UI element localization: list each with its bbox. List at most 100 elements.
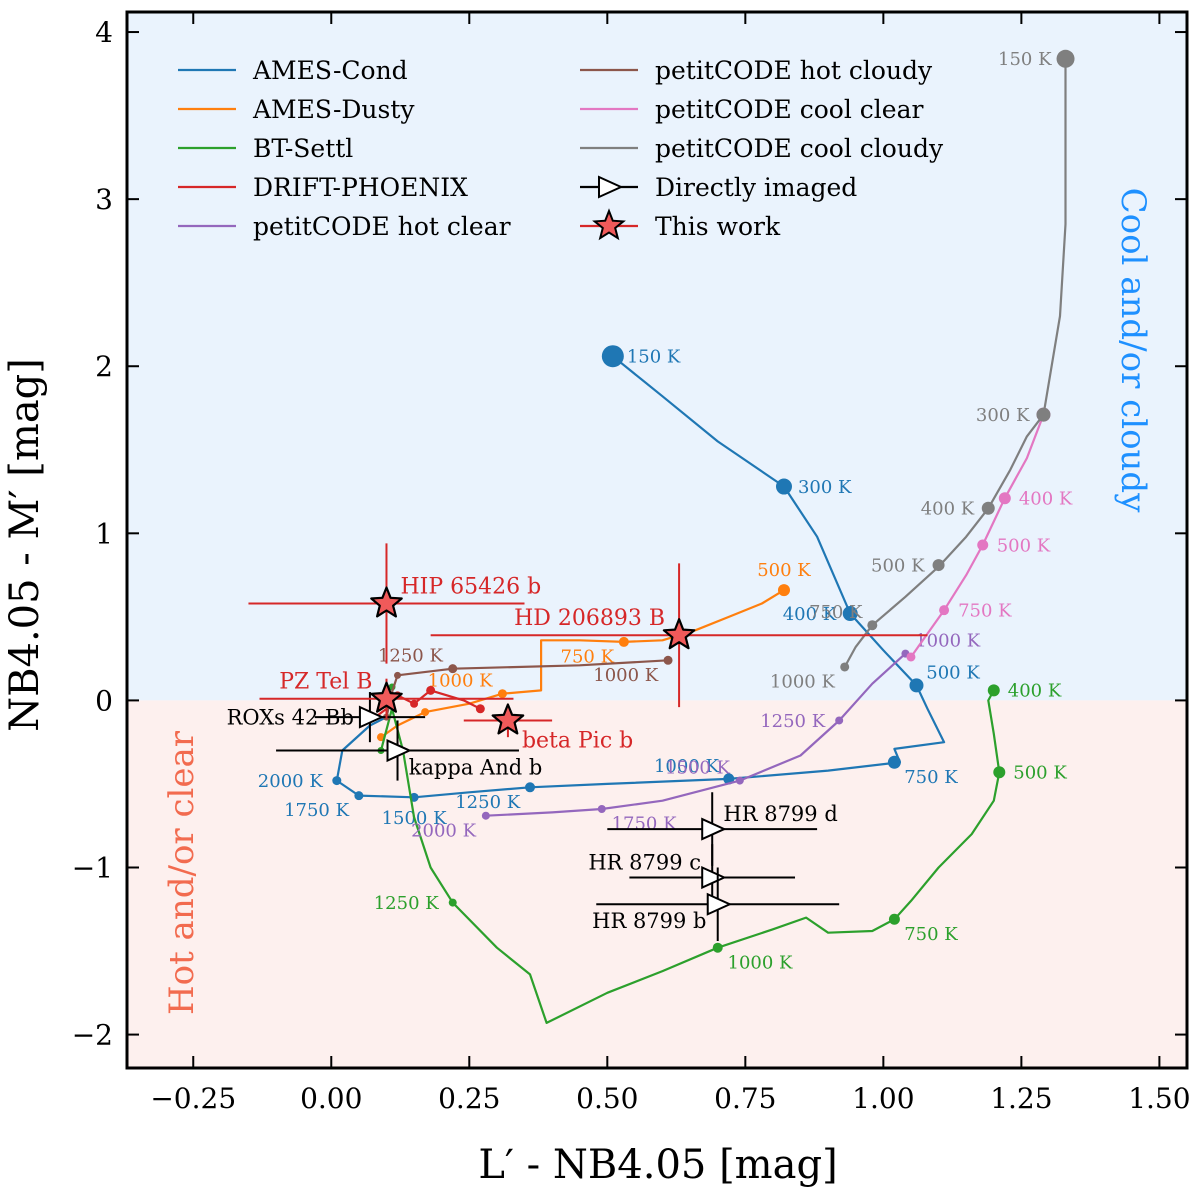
temperature-label-bt-settl: 750 K bbox=[904, 924, 958, 945]
series-marker-petitcode-hot-cloudy bbox=[448, 664, 458, 674]
series-marker-ames-cond bbox=[842, 606, 858, 622]
series-marker-ames-cond bbox=[525, 782, 536, 793]
x-tick-label: 0.75 bbox=[714, 1082, 776, 1115]
this-work-beta-pic-b-label: beta Pic b bbox=[522, 729, 633, 754]
directly-imaged-kappa-and-b-marker bbox=[386, 738, 412, 763]
region-cool-cloudy bbox=[127, 12, 1187, 701]
legend-this-work-marker bbox=[592, 208, 626, 241]
directly-imaged-hr-8799-b-marker bbox=[706, 892, 733, 916]
y-axis-label: NB4.05 - M′ [mag] bbox=[2, 358, 48, 732]
y-tick-label: 1 bbox=[95, 517, 113, 550]
y-tick-label: 3 bbox=[95, 183, 113, 216]
temperature-label-ames-cond: 300 K bbox=[798, 477, 852, 498]
temperature-label-petitcode-cool-clear: 500 K bbox=[997, 535, 1051, 556]
legend-petitcode-hot-cloudy-label: petitCODE hot cloudy bbox=[655, 56, 933, 85]
temperature-label-bt-settl: 500 K bbox=[1013, 763, 1067, 784]
series-marker-petitcode-cool-clear bbox=[906, 652, 916, 662]
temperature-label-ames-cond: 1250 K bbox=[455, 792, 521, 813]
series-line-petitcode-cool-clear bbox=[910, 414, 1045, 658]
temperature-label-petitcode-cool-cloudy: 150 K bbox=[998, 49, 1052, 70]
temperature-label-petitcode-hot-clear: 1000 K bbox=[915, 631, 981, 652]
temperature-label-petitcode-hot-clear: 1750 K bbox=[612, 814, 678, 835]
temperature-label-petitcode-cool-cloudy: 400 K bbox=[921, 499, 975, 520]
series-marker-petitcode-cool-cloudy bbox=[867, 620, 878, 631]
this-work-pz-tel-b-marker bbox=[370, 681, 403, 713]
series-marker-drift-phoenix bbox=[475, 704, 485, 714]
legend-ames-dusty-label: AMES-Dusty bbox=[252, 95, 415, 124]
region-backgrounds: Cool and/or cloudy Hot and/or clear bbox=[127, 12, 1187, 1068]
series-marker-bt-settl bbox=[993, 766, 1006, 779]
temperature-label-ames-dusty: 1000 K bbox=[428, 671, 494, 692]
plot-frame bbox=[125, 10, 1189, 1070]
series-marker-drift-phoenix bbox=[410, 699, 419, 708]
temperature-label-bt-settl: 1000 K bbox=[728, 952, 794, 973]
directly-imaged-kappa-and-b-label: kappa And b bbox=[409, 755, 543, 779]
series-marker-ames-dusty bbox=[777, 584, 790, 597]
this-work-pz-tel-b-label: PZ Tel B bbox=[279, 670, 372, 695]
x-tick-label: 1.25 bbox=[990, 1082, 1052, 1115]
this-work-hd-206893-b-marker bbox=[662, 618, 696, 650]
temperature-label-petitcode-cool-clear: 400 K bbox=[1019, 489, 1073, 510]
series-marker-bt-settl bbox=[448, 898, 457, 907]
series-marker-petitcode-cool-clear bbox=[998, 492, 1011, 505]
region-label-hot-clear: Hot and/or clear bbox=[162, 730, 202, 1015]
this-work-beta-pic-b-marker bbox=[491, 703, 525, 735]
series-marker-petitcode-hot-cloudy bbox=[394, 671, 402, 679]
series-marker-ames-dusty bbox=[497, 689, 507, 699]
temperature-label-ames-cond: 2000 K bbox=[258, 771, 324, 792]
temperature-label-petitcode-cool-cloudy: 500 K bbox=[871, 555, 925, 576]
series-marker-petitcode-hot-clear bbox=[481, 811, 490, 820]
y-tick-label: 4 bbox=[95, 16, 113, 49]
temperature-label-bt-settl: 1250 K bbox=[374, 893, 440, 914]
legend-ames-cond-label: AMES-Cond bbox=[252, 56, 408, 85]
y-tick-label: 0 bbox=[95, 684, 113, 717]
legend-petitcode-hot-clear-label: petitCODE hot clear bbox=[253, 212, 511, 241]
temperature-label-petitcode-hot-cloudy: 1250 K bbox=[378, 646, 444, 667]
temperature-label-ames-cond: 500 K bbox=[926, 662, 980, 683]
series-marker-petitcode-hot-clear bbox=[835, 716, 844, 725]
series-marker-drift-phoenix bbox=[426, 685, 436, 695]
directly-imaged-roxs-42-bb-marker bbox=[358, 705, 385, 729]
series-marker-petitcode-hot-cloudy bbox=[663, 655, 673, 665]
temperature-label-bt-settl: 400 K bbox=[1008, 681, 1062, 702]
x-axis-label: L′ - NB4.05 [mag] bbox=[478, 1142, 837, 1188]
series-marker-petitcode-cool-cloudy bbox=[932, 559, 945, 572]
series-marker-ames-cond bbox=[354, 791, 364, 801]
series-marker-petitcode-cool-cloudy bbox=[981, 501, 995, 515]
x-tick-label: 1.50 bbox=[1128, 1082, 1190, 1115]
series-marker-ames-cond bbox=[887, 755, 901, 769]
y-tick-label: −2 bbox=[72, 1019, 113, 1052]
region-label-cool-cloudy: Cool and/or cloudy bbox=[1113, 188, 1153, 514]
temperature-label-petitcode-cool-cloudy: 750 K bbox=[809, 602, 863, 623]
y-tick-label: −1 bbox=[72, 851, 113, 884]
temperature-label-petitcode-hot-clear: 2000 K bbox=[411, 820, 477, 841]
series-marker-ames-cond bbox=[775, 478, 792, 495]
series-marker-petitcode-cool-clear bbox=[939, 605, 950, 616]
legend-bt-settl-label: BT-Settl bbox=[253, 134, 353, 163]
series-marker-bt-settl bbox=[712, 942, 723, 953]
x-tick-label: 0.00 bbox=[300, 1082, 362, 1115]
directly-imaged-hr-8799-b-label: HR 8799 b bbox=[592, 909, 706, 933]
legend-drift-phoenix-label: DRIFT-PHOENIX bbox=[253, 173, 468, 202]
temperature-label-petitcode-cool-cloudy: 300 K bbox=[976, 405, 1030, 426]
temperature-label-ames-cond: 750 K bbox=[904, 767, 958, 788]
legend-directly-imaged-label: Directly imaged bbox=[655, 173, 857, 202]
series-marker-ames-dusty bbox=[618, 636, 629, 647]
temperature-label-petitcode-cool-clear: 750 K bbox=[958, 600, 1012, 621]
this-work-hd-206893-b-label: HD 206893 B bbox=[514, 606, 665, 631]
temperature-label-ames-cond: 150 K bbox=[627, 347, 681, 368]
temperature-label-petitcode-hot-cloudy: 1000 K bbox=[593, 665, 659, 686]
temperature-label-ames-dusty: 750 K bbox=[561, 647, 615, 668]
series-marker-petitcode-hot-clear bbox=[735, 776, 744, 785]
series-marker-petitcode-cool-cloudy bbox=[840, 662, 850, 672]
this-work-hip-65426-b-label: HIP 65426 b bbox=[400, 574, 541, 599]
directly-imaged-hr-8799-c-marker bbox=[701, 865, 727, 890]
series-marker-bt-settl bbox=[888, 913, 900, 925]
legend-this-work-label: This work bbox=[655, 212, 781, 241]
series-marker-bt-settl bbox=[987, 684, 1000, 697]
legend: AMES-Cond AMES-Dusty BT-Settl DRIFT-PHOENIX… bbox=[178, 56, 944, 241]
legend-petitcode-cool-clear-label: petitCODE cool clear bbox=[655, 95, 923, 124]
series-line-ames-dusty bbox=[380, 589, 785, 739]
